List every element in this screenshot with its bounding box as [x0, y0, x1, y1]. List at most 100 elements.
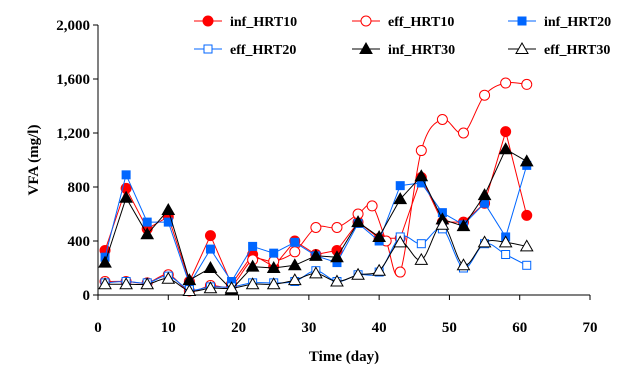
data-point-eff-hrt30	[477, 235, 492, 248]
data-point-eff-hrt10	[436, 114, 448, 125]
legend-marker-inf-hrt30	[359, 41, 373, 54]
data-point-eff-hrt30	[372, 263, 387, 276]
data-point-inf-hrt30	[245, 259, 260, 272]
data-point-eff-hrt30	[351, 267, 365, 280]
data-point-inf-hrt30	[309, 248, 323, 261]
data-point-eff-hrt10	[289, 246, 301, 258]
data-point-eff-hrt30	[393, 235, 408, 248]
data-point-eff-hrt10	[479, 89, 491, 101]
data-point-eff-hrt30	[224, 281, 239, 294]
data-point-inf-hrt20	[290, 237, 300, 247]
legend-marker-eff-hrt30	[515, 41, 529, 54]
legend-label-inf-hrt10: inf_HRT10	[230, 15, 297, 30]
data-point-inf-hrt30	[477, 188, 492, 201]
data-point-eff-hrt10	[415, 145, 427, 157]
data-point-inf-hrt30	[287, 258, 302, 271]
data-point-eff-hrt30	[309, 266, 323, 279]
legend-item-eff-hrt20: eff_HRT20	[194, 43, 296, 58]
series-eff-hrt30	[98, 217, 534, 296]
legend: inf_HRT10 eff_HRT10 inf_HRT20 eff_HRT20 inf_…	[194, 15, 611, 58]
x-tick-label: 50	[442, 320, 457, 336]
data-point-eff-hrt30	[98, 277, 112, 290]
data-point-inf-hrt30	[140, 227, 155, 240]
series-layer	[98, 77, 534, 297]
data-point-inf-hrt10	[500, 126, 512, 138]
data-point-eff-hrt10	[457, 127, 469, 139]
data-point-inf-hrt20	[121, 170, 131, 180]
legend-item-eff-hrt30: eff_HRT30	[508, 41, 610, 58]
x-axis-title: Time (day)	[309, 349, 379, 365]
data-point-inf-hrt20	[205, 244, 215, 254]
data-point-eff-hrt30	[330, 274, 344, 287]
data-point-inf-hrt30	[266, 260, 281, 273]
data-point-inf-hrt30	[98, 255, 112, 268]
legend-label-eff-hrt10: eff_HRT10	[388, 15, 454, 30]
data-point-eff-hrt30	[519, 239, 534, 252]
data-point-eff-hrt30	[203, 281, 218, 294]
data-point-eff-hrt10	[331, 222, 343, 233]
x-tick-label: 20	[231, 320, 246, 336]
y-tick-label: 2,000	[56, 18, 90, 34]
data-point-eff-hrt20	[416, 239, 426, 249]
data-point-eff-hrt10	[521, 78, 533, 90]
y-axis-title: VFA (mg/l)	[26, 125, 42, 196]
data-point-inf-hrt20	[248, 241, 258, 251]
data-point-eff-hrt30	[161, 271, 176, 284]
data-point-eff-hrt10	[310, 222, 322, 233]
data-point-inf-hrt30	[203, 260, 218, 273]
data-point-eff-hrt30	[140, 277, 155, 290]
data-point-eff-hrt20	[501, 250, 511, 259]
data-point-eff-hrt10	[500, 77, 512, 89]
data-point-inf-hrt30	[372, 229, 387, 242]
y-tick-label: 400	[68, 234, 91, 250]
y-tick-label: 800	[68, 180, 91, 196]
legend-item-eff-hrt10: eff_HRT10	[352, 15, 454, 30]
data-point-eff-hrt30	[435, 217, 450, 230]
legend-item-inf-hrt10: inf_HRT10	[194, 15, 297, 30]
data-point-eff-hrt30	[245, 277, 260, 290]
legend-label-inf-hrt30: inf_HRT30	[388, 43, 455, 58]
legend-marker-inf-hrt10	[202, 15, 214, 27]
x-tick-label: 10	[161, 320, 176, 336]
data-point-inf-hrt30	[330, 250, 344, 263]
x-tick-label: 70	[583, 320, 598, 336]
x-tick-label: 0	[94, 320, 102, 336]
legend-marker-eff-hrt10	[360, 15, 372, 27]
data-point-eff-hrt30	[287, 273, 302, 286]
x-tick-label: 40	[372, 320, 387, 336]
data-point-inf-hrt20	[395, 181, 405, 191]
data-point-inf-hrt20	[142, 217, 152, 227]
data-point-inf-hrt30	[119, 190, 133, 203]
data-point-eff-hrt30	[456, 258, 471, 271]
axes: 0 400 800 1,200 1,600 2,000 0 10 20 30 40 50 60 70	[56, 18, 597, 336]
data-point-inf-hrt30	[161, 202, 176, 215]
data-point-eff-hrt30	[414, 252, 429, 265]
y-tick-label: 1,600	[56, 72, 90, 88]
data-point-inf-hrt30	[519, 154, 534, 167]
data-point-inf-hrt20	[480, 198, 490, 208]
legend-item-inf-hrt20: inf_HRT20	[508, 15, 611, 30]
legend-label-eff-hrt30: eff_HRT30	[544, 43, 610, 58]
data-point-inf-hrt30	[351, 215, 365, 228]
data-point-eff-hrt30	[266, 277, 281, 290]
data-point-inf-hrt30	[393, 192, 408, 205]
data-point-eff-hrt30	[119, 277, 133, 290]
data-point-eff-hrt10	[394, 266, 406, 278]
legend-item-inf-hrt30: inf_HRT30	[352, 41, 455, 58]
data-point-eff-hrt20	[522, 260, 532, 270]
data-point-inf-hrt30	[456, 219, 471, 232]
x-tick-label: 60	[512, 320, 527, 336]
data-point-eff-hrt30	[498, 235, 513, 248]
data-point-inf-hrt30	[498, 142, 513, 155]
data-point-inf-hrt20	[269, 248, 279, 258]
legend-label-inf-hrt20: inf_HRT20	[544, 15, 611, 30]
legend-label-eff-hrt20: eff_HRT20	[230, 43, 296, 58]
legend-marker-eff-hrt20	[203, 44, 213, 54]
data-point-eff-hrt30	[182, 283, 197, 296]
data-point-inf-hrt10	[521, 209, 533, 221]
y-tick-label: 0	[83, 288, 91, 304]
data-point-inf-hrt30	[414, 169, 429, 182]
